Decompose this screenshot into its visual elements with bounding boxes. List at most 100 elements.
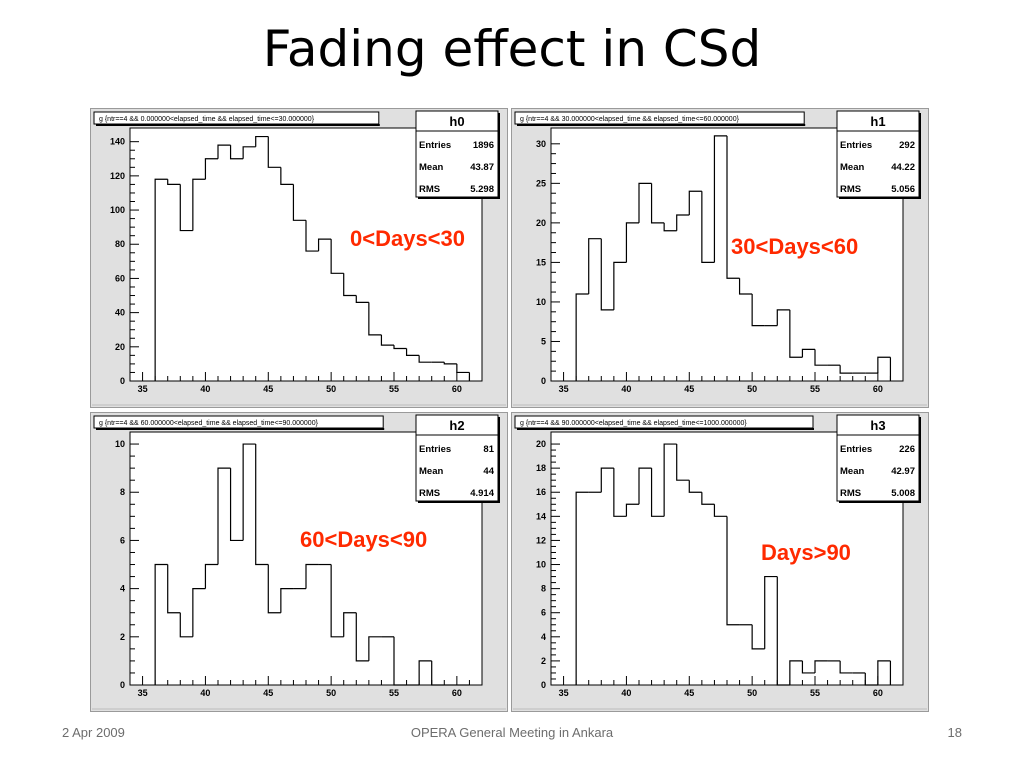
histogram-bin bbox=[613, 468, 627, 517]
y-tick-label: 4 bbox=[541, 632, 546, 642]
histogram-bin bbox=[217, 144, 231, 159]
histogram-bin bbox=[267, 564, 281, 614]
x-tick-label: 45 bbox=[684, 384, 694, 394]
histogram-bin bbox=[280, 588, 294, 613]
histogram-name: h3 bbox=[870, 418, 885, 433]
stats-entries-value: 226 bbox=[899, 444, 915, 455]
stats-box: h1 Entries 292 Mean 44.22 RMS 5.056 bbox=[836, 110, 921, 199]
histogram-bin bbox=[713, 504, 727, 517]
stats-entries-value: 292 bbox=[899, 140, 915, 151]
histogram-bin bbox=[575, 293, 589, 381]
histogram-bin bbox=[343, 612, 357, 637]
stats-mean-value: 43.87 bbox=[470, 162, 494, 173]
stats-box: h3 Entries 226 Mean 42.97 RMS 5.008 bbox=[836, 414, 921, 503]
histogram-bin bbox=[864, 672, 878, 686]
histogram-bin bbox=[242, 443, 256, 541]
histogram-bin bbox=[688, 190, 702, 215]
x-tick-label: 60 bbox=[452, 688, 462, 698]
histogram-bin bbox=[575, 491, 589, 685]
histogram-title-box: g {ntr==4 && 60.000000<elapsed_time && e… bbox=[93, 415, 385, 430]
y-tick-label: 30 bbox=[536, 139, 546, 149]
histogram-bin bbox=[600, 238, 614, 311]
histogram-bin bbox=[355, 295, 369, 303]
histogram-bin bbox=[789, 660, 803, 685]
stats-mean-label: Mean bbox=[419, 162, 443, 173]
y-tick-label: 40 bbox=[115, 308, 125, 318]
x-tick-label: 50 bbox=[326, 688, 336, 698]
histogram-bin bbox=[255, 135, 269, 147]
histogram-bin bbox=[355, 612, 369, 662]
histogram-bins bbox=[154, 135, 471, 381]
histogram-bin bbox=[814, 660, 828, 673]
range-annotation: 60<Days<90 bbox=[300, 527, 427, 552]
slide-title: Fading effect in CSd bbox=[262, 20, 762, 78]
histogram-bin bbox=[713, 135, 727, 263]
histogram-panel-h0: 0 20 40 60 80 100 120 140 35 40 45 50 55 60 g {ntr==4 … bbox=[90, 108, 508, 408]
histogram-bin bbox=[267, 136, 281, 168]
histogram-bin bbox=[380, 334, 394, 346]
histogram-bin bbox=[839, 660, 853, 674]
y-tick-label: 10 bbox=[115, 439, 125, 449]
stats-rms-value: 4.914 bbox=[470, 488, 494, 499]
histogram-bin bbox=[625, 503, 639, 517]
y-tick-label: 2 bbox=[541, 656, 546, 666]
histogram-bin bbox=[688, 480, 702, 493]
footer-date: 2 Apr 2009 bbox=[62, 725, 125, 740]
histogram-bin bbox=[638, 182, 652, 223]
stats-rms-value: 5.008 bbox=[891, 488, 915, 499]
histogram-bin bbox=[204, 158, 218, 180]
y-tick-label: 4 bbox=[120, 584, 125, 594]
histogram-bin bbox=[814, 349, 828, 366]
histogram-bin bbox=[368, 636, 382, 661]
histogram-bin bbox=[600, 467, 614, 493]
histogram-title-box: g {ntr==4 && 0.000000<elapsed_time && el… bbox=[93, 111, 380, 126]
histogram-bin bbox=[330, 564, 344, 638]
histogram-bin bbox=[242, 146, 256, 159]
y-tick-label: 15 bbox=[536, 257, 546, 267]
y-tick-label: 8 bbox=[120, 487, 125, 497]
histogram-bin bbox=[877, 356, 891, 374]
histogram-svg: 0 2 4 6 8 10 12 14 16 18 20 35 40 45 50 55 60 g {ntr==4 &… bbox=[511, 412, 929, 712]
x-tick-label: 55 bbox=[389, 688, 399, 698]
histogram-bin bbox=[343, 273, 357, 297]
range-annotation: Days>90 bbox=[761, 540, 851, 565]
y-tick-label: 0 bbox=[120, 376, 125, 386]
histogram-bin bbox=[192, 588, 206, 637]
stats-box: h0 Entries 1896 Mean 43.87 RMS 5.298 bbox=[415, 110, 500, 199]
histogram-bin bbox=[179, 184, 193, 232]
y-tick-label: 25 bbox=[536, 178, 546, 188]
histogram-bin bbox=[877, 660, 891, 685]
x-tick-label: 55 bbox=[810, 384, 820, 394]
histogram-bins bbox=[154, 443, 470, 686]
y-tick-label: 6 bbox=[541, 608, 546, 618]
y-tick-label: 0 bbox=[120, 680, 125, 690]
stats-rms-value: 5.056 bbox=[891, 184, 915, 195]
histogram-bin bbox=[738, 278, 753, 295]
histogram-bin bbox=[317, 238, 332, 252]
histogram-bin bbox=[154, 563, 168, 685]
stats-rms-label: RMS bbox=[419, 488, 440, 499]
stats-mean-label: Mean bbox=[419, 466, 443, 477]
range-annotation: 0<Days<30 bbox=[350, 226, 465, 251]
histogram-panel-h3: 0 2 4 6 8 10 12 14 16 18 20 35 40 45 50 55 60 g {ntr==4 &… bbox=[511, 412, 929, 712]
histogram-bin bbox=[751, 294, 765, 327]
stats-mean-value: 44.22 bbox=[891, 162, 915, 173]
histogram-bin bbox=[726, 135, 740, 279]
stats-rms-label: RMS bbox=[419, 184, 440, 195]
range-annotation: 30<Days<60 bbox=[731, 234, 858, 259]
y-tick-label: 10 bbox=[536, 297, 546, 307]
histogram-bin bbox=[650, 468, 665, 517]
histogram-bin bbox=[839, 365, 853, 374]
histogram-bin bbox=[167, 179, 181, 186]
histogram-panel-h2: 0 2 4 6 8 10 35 40 45 50 55 60 g {ntr==4 && 60.00000… bbox=[90, 412, 508, 712]
histogram-name: h1 bbox=[870, 114, 885, 129]
x-tick-label: 40 bbox=[621, 688, 631, 698]
x-tick-label: 40 bbox=[200, 688, 210, 698]
y-tick-label: 80 bbox=[115, 239, 125, 249]
y-tick-label: 14 bbox=[536, 511, 546, 521]
histogram-bin bbox=[393, 345, 407, 350]
stats-entries-value: 1896 bbox=[473, 140, 494, 151]
histogram-bin bbox=[625, 222, 639, 263]
histogram-bin bbox=[789, 309, 803, 358]
x-tick-label: 60 bbox=[873, 384, 883, 394]
